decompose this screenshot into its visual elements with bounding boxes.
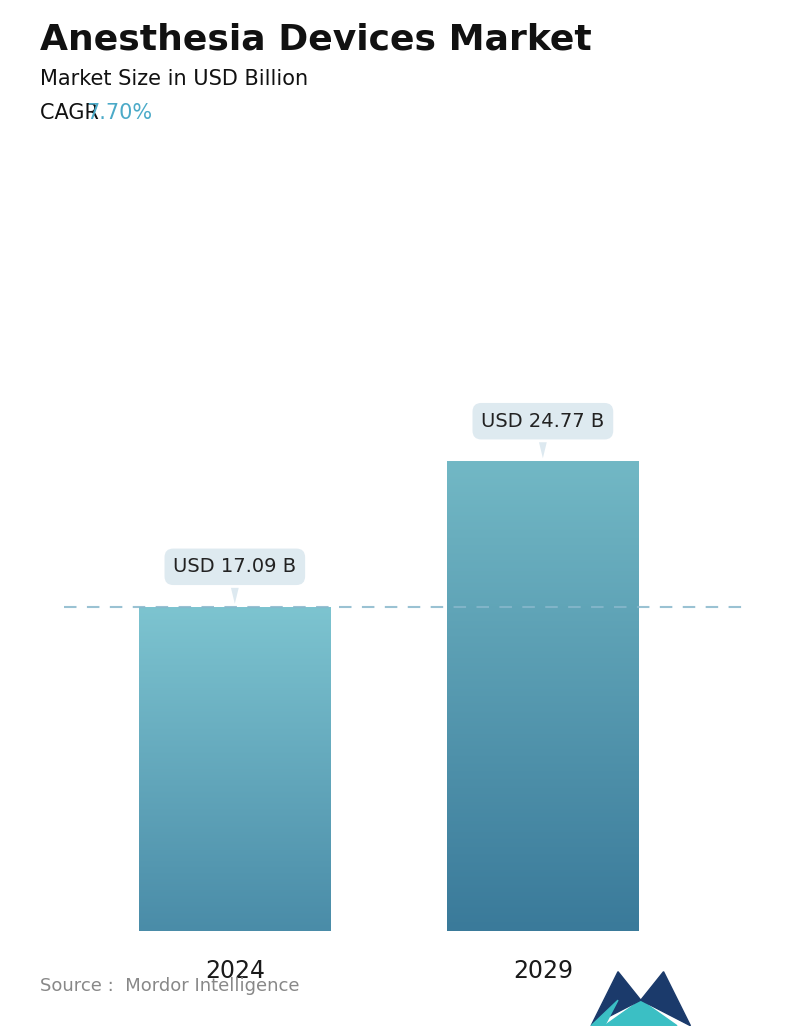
Polygon shape <box>605 1000 677 1026</box>
Polygon shape <box>591 1000 618 1026</box>
Text: 7.70%: 7.70% <box>86 103 152 123</box>
Text: USD 17.09 B: USD 17.09 B <box>174 557 296 604</box>
Text: Anesthesia Devices Market: Anesthesia Devices Market <box>40 23 591 57</box>
Text: 2029: 2029 <box>513 960 573 983</box>
Text: Market Size in USD Billion: Market Size in USD Billion <box>40 69 308 89</box>
Text: CAGR: CAGR <box>40 103 105 123</box>
Text: USD 24.77 B: USD 24.77 B <box>482 412 604 458</box>
Polygon shape <box>591 972 641 1026</box>
Polygon shape <box>641 972 690 1026</box>
Text: Source :  Mordor Intelligence: Source : Mordor Intelligence <box>40 977 299 995</box>
Text: 2024: 2024 <box>205 960 265 983</box>
